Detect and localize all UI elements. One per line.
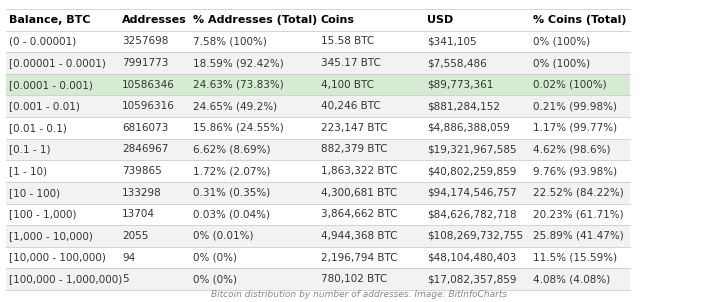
Text: 7991773: 7991773 [122,58,168,68]
Text: 223,147 BTC: 223,147 BTC [321,123,387,133]
Text: $40,802,259,859: $40,802,259,859 [427,166,516,176]
Text: USD: USD [427,15,454,25]
Text: 4,300,681 BTC: 4,300,681 BTC [321,188,397,198]
Text: 1.17% (99.77%): 1.17% (99.77%) [533,123,618,133]
Bar [6,52,630,74]
Text: [10 - 100): [10 - 100) [9,188,60,198]
Bar [6,95,630,117]
Text: 24.63% (73.83%): 24.63% (73.83%) [193,80,283,90]
Text: [100 - 1,000): [100 - 1,000) [9,209,76,219]
Text: 0.02% (100%): 0.02% (100%) [533,80,607,90]
Text: [1,000 - 10,000): [1,000 - 10,000) [9,231,93,241]
Text: 780,102 BTC: 780,102 BTC [321,274,387,284]
Text: 2846967: 2846967 [122,144,168,155]
Text: Balance, BTC: Balance, BTC [9,15,90,25]
Text: 15.86% (24.55%): 15.86% (24.55%) [193,123,283,133]
Text: 3,864,662 BTC: 3,864,662 BTC [321,209,397,219]
Text: [0.00001 - 0.0001): [0.00001 - 0.0001) [9,58,106,68]
Text: 10586346: 10586346 [122,80,175,90]
Text: 0.21% (99.98%): 0.21% (99.98%) [533,101,618,111]
Text: 2055: 2055 [122,231,149,241]
Text: 4.62% (98.6%): 4.62% (98.6%) [533,144,611,155]
Text: [0.0001 - 0.001): [0.0001 - 0.001) [9,80,93,90]
Bar [6,182,630,204]
Text: Coins: Coins [321,15,354,25]
Text: [10,000 - 100,000): [10,000 - 100,000) [9,252,106,262]
Text: 0.03% (0.04%): 0.03% (0.04%) [193,209,270,219]
Text: % Addresses (Total): % Addresses (Total) [193,15,317,25]
Text: [100,000 - 1,000,000): [100,000 - 1,000,000) [9,274,122,284]
Text: 22.52% (84.22%): 22.52% (84.22%) [533,188,624,198]
Bar [6,117,630,139]
Bar [6,204,630,225]
Text: 13704: 13704 [122,209,155,219]
Text: 0% (0%): 0% (0%) [193,274,237,284]
Text: 4,944,368 BTC: 4,944,368 BTC [321,231,397,241]
Bar [6,9,630,31]
Text: [0.001 - 0.01): [0.001 - 0.01) [9,101,80,111]
Text: 7.58% (100%): 7.58% (100%) [193,37,267,47]
Text: 2,196,794 BTC: 2,196,794 BTC [321,252,397,262]
Text: $7,558,486: $7,558,486 [427,58,487,68]
Text: 15.58 BTC: 15.58 BTC [321,37,374,47]
Text: 1,863,322 BTC: 1,863,322 BTC [321,166,397,176]
Text: $108,269,732,755: $108,269,732,755 [427,231,523,241]
Text: $48,104,480,403: $48,104,480,403 [427,252,516,262]
Text: $17,082,357,859: $17,082,357,859 [427,274,516,284]
Text: 6816073: 6816073 [122,123,168,133]
Bar [6,225,630,247]
Text: $94,174,546,757: $94,174,546,757 [427,188,517,198]
Text: $84,626,782,718: $84,626,782,718 [427,209,517,219]
Bar [6,247,630,268]
Text: $341,105: $341,105 [427,37,477,47]
Bar [6,31,630,52]
Text: 11.5% (15.59%): 11.5% (15.59%) [533,252,618,262]
Text: % Coins (Total): % Coins (Total) [533,15,627,25]
Bar [6,268,630,290]
Text: 4,100 BTC: 4,100 BTC [321,80,374,90]
Text: 0% (100%): 0% (100%) [533,37,590,47]
Text: $4,886,388,059: $4,886,388,059 [427,123,510,133]
Text: 40,246 BTC: 40,246 BTC [321,101,380,111]
Text: 3257698: 3257698 [122,37,168,47]
Text: 0% (0.01%): 0% (0.01%) [193,231,253,241]
Text: 18.59% (92.42%): 18.59% (92.42%) [193,58,283,68]
Text: [0.1 - 1): [0.1 - 1) [9,144,50,155]
Text: 5: 5 [122,274,129,284]
Bar [6,139,630,160]
Text: 133298: 133298 [122,188,162,198]
Bar [6,74,630,95]
Text: 10596316: 10596316 [122,101,175,111]
Bar [6,160,630,182]
Text: 94: 94 [122,252,135,262]
Text: 882,379 BTC: 882,379 BTC [321,144,387,155]
Text: 6.62% (8.69%): 6.62% (8.69%) [193,144,270,155]
Text: [1 - 10): [1 - 10) [9,166,47,176]
Text: 0% (100%): 0% (100%) [533,58,590,68]
Text: [0.01 - 0.1): [0.01 - 0.1) [9,123,66,133]
Text: 20.23% (61.71%): 20.23% (61.71%) [533,209,624,219]
Text: 345.17 BTC: 345.17 BTC [321,58,380,68]
Text: 1.72% (2.07%): 1.72% (2.07%) [193,166,270,176]
Text: (0 - 0.00001): (0 - 0.00001) [9,37,76,47]
Text: $19,321,967,585: $19,321,967,585 [427,144,517,155]
Text: 4.08% (4.08%): 4.08% (4.08%) [533,274,610,284]
Text: Addresses: Addresses [122,15,187,25]
Text: Bitcoin distribution by number of addresses. Image: BitInfoCharts: Bitcoin distribution by number of addres… [211,290,508,299]
Text: 739865: 739865 [122,166,162,176]
Text: $881,284,152: $881,284,152 [427,101,500,111]
Text: 0% (0%): 0% (0%) [193,252,237,262]
Text: $89,773,361: $89,773,361 [427,80,493,90]
Text: 25.89% (41.47%): 25.89% (41.47%) [533,231,624,241]
Text: 9.76% (93.98%): 9.76% (93.98%) [533,166,618,176]
Text: 24.65% (49.2%): 24.65% (49.2%) [193,101,277,111]
Text: 0.31% (0.35%): 0.31% (0.35%) [193,188,270,198]
